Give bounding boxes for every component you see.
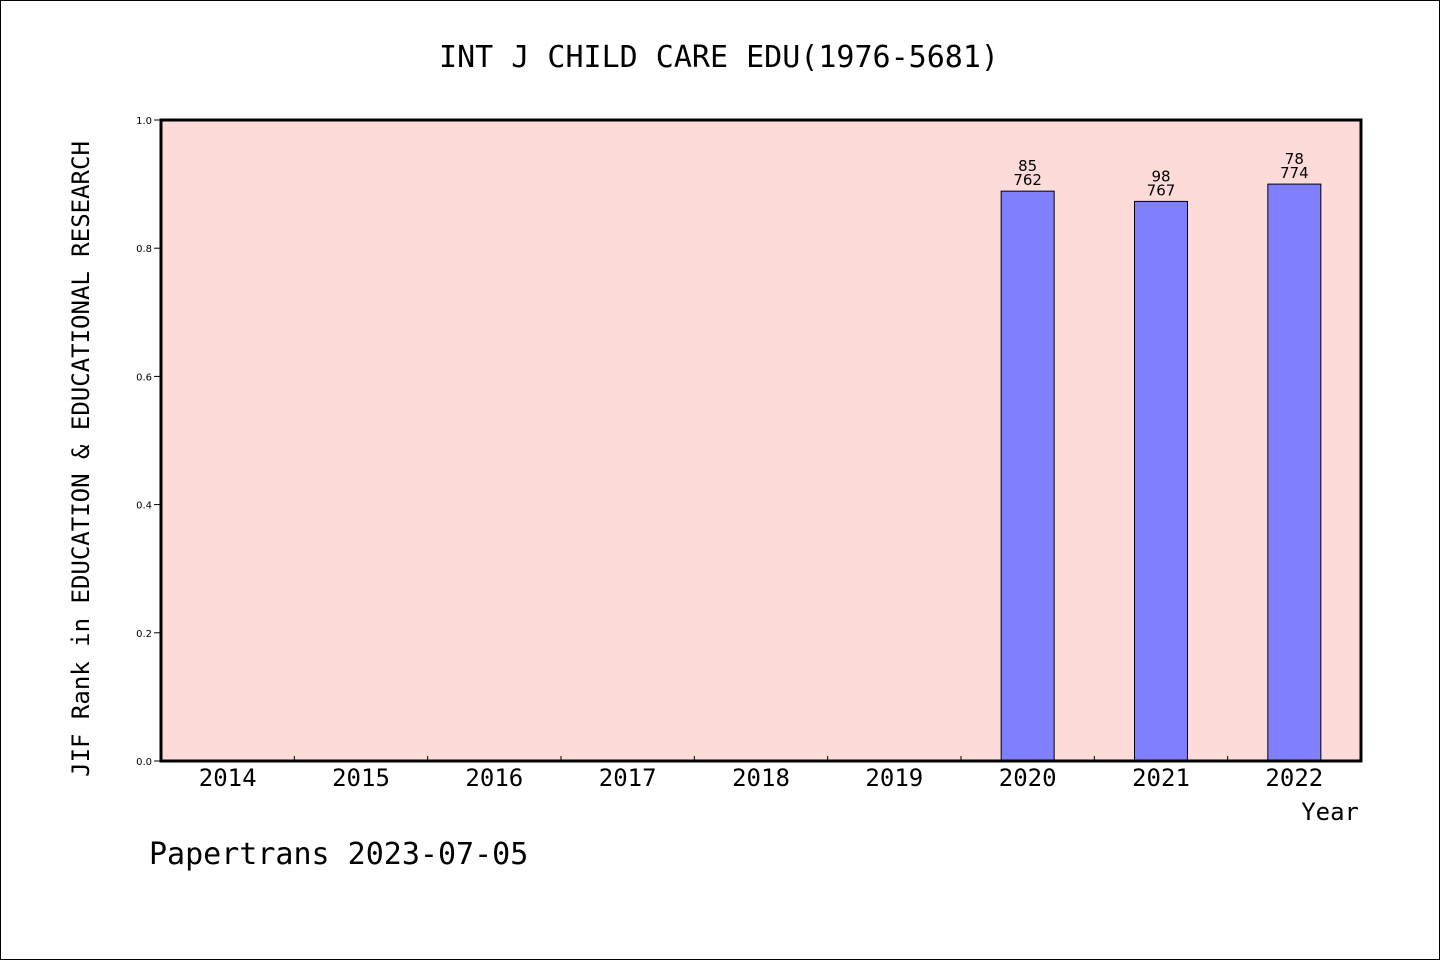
x-axis-label: Year [1301,798,1359,826]
y-tick-label: 0.8 [136,244,152,255]
x-tick-label: 2018 [732,764,790,792]
bar-total-label: 767 [1147,181,1176,199]
y-tick-label: 1.0 [136,116,152,127]
bar-2022 [1267,183,1322,762]
bar-total-label: 762 [1013,171,1042,189]
x-tick-label: 2014 [199,764,257,792]
x-tick-label: 2017 [599,764,657,792]
bar-2020 [1000,190,1055,762]
bar-rank-label: 98 [1151,167,1170,185]
plot-border [159,118,1363,763]
x-tick-label: 2022 [1265,764,1323,792]
bar-rank-label: 78 [1285,150,1304,168]
ticks-group: 0.0 0.2 0.4 0.6 0.8 1.0 2014 2015 2016 2017 2018 20… [136,116,1323,792]
bar-total-label: 774 [1280,164,1309,182]
x-tick-label: 2020 [999,764,1057,792]
footer-credit: Papertrans 2023-07-05 [149,837,528,872]
chart-title: INT J CHILD CARE EDU(1976-5681) [439,40,999,75]
bar-rank-label: 85 [1018,157,1037,175]
x-tick-label: 2015 [332,764,390,792]
y-tick-label: 0.4 [136,501,152,512]
y-tick-label: 0.6 [136,372,152,383]
x-tick-label: 2021 [1132,764,1190,792]
y-tick-label: 0.2 [136,629,152,640]
x-tick-label: 2019 [865,764,923,792]
bar-2021 [1134,200,1188,762]
x-tick-label: 2016 [465,764,523,792]
y-tick-label: 0.0 [136,757,152,768]
y-axis-label: JIF Rank in EDUCATION & EDUCATIONAL RESE… [67,141,95,777]
